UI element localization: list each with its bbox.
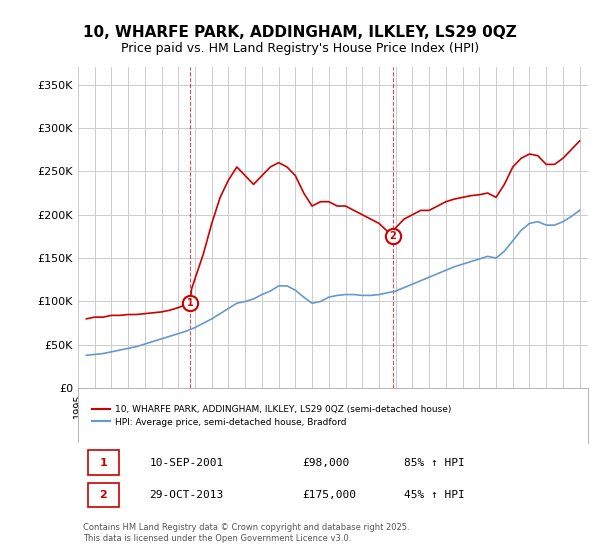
FancyBboxPatch shape (88, 483, 119, 507)
FancyBboxPatch shape (88, 450, 119, 475)
Text: Price paid vs. HM Land Registry's House Price Index (HPI): Price paid vs. HM Land Registry's House … (121, 42, 479, 55)
Text: 2: 2 (100, 490, 107, 500)
Text: 2: 2 (389, 231, 396, 241)
Text: £98,000: £98,000 (302, 458, 350, 468)
Text: 10, WHARFE PARK, ADDINGHAM, ILKLEY, LS29 0QZ: 10, WHARFE PARK, ADDINGHAM, ILKLEY, LS29… (83, 25, 517, 40)
Text: Contains HM Land Registry data © Crown copyright and database right 2025.
This d: Contains HM Land Registry data © Crown c… (83, 523, 410, 543)
Text: 45% ↑ HPI: 45% ↑ HPI (404, 490, 465, 500)
Text: 85% ↑ HPI: 85% ↑ HPI (404, 458, 465, 468)
Text: 10-SEP-2001: 10-SEP-2001 (149, 458, 224, 468)
Text: £175,000: £175,000 (302, 490, 356, 500)
Legend: 10, WHARFE PARK, ADDINGHAM, ILKLEY, LS29 0QZ (semi-detached house), HPI: Average: 10, WHARFE PARK, ADDINGHAM, ILKLEY, LS29… (88, 400, 455, 431)
Text: 1: 1 (100, 458, 107, 468)
Text: 1: 1 (187, 298, 193, 308)
Text: 29-OCT-2013: 29-OCT-2013 (149, 490, 224, 500)
